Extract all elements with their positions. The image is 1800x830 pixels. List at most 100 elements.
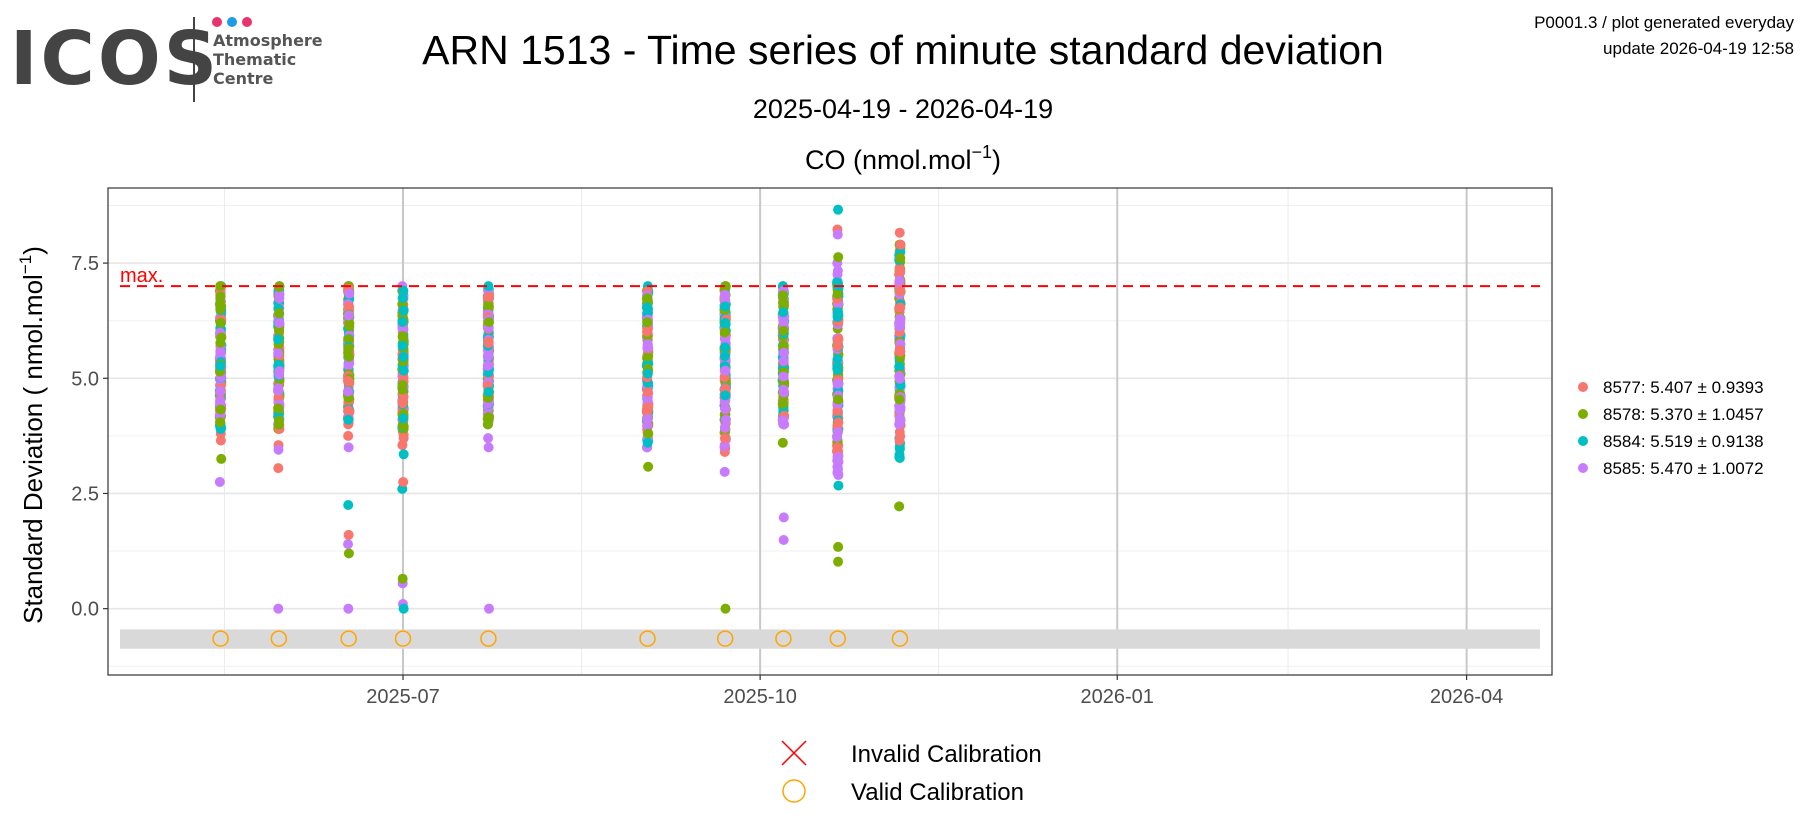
data-point-8578: [215, 297, 226, 308]
data-point-8584: [832, 364, 843, 375]
data-point-8584: [398, 603, 409, 614]
data-point-8584: [397, 340, 408, 351]
y-tick-label: 0.0: [71, 599, 99, 621]
data-point-8578: [833, 394, 844, 405]
data-point-8578: [894, 394, 905, 405]
data-point-8585: [778, 356, 789, 367]
data-point-8577: [215, 435, 226, 446]
data-point-8577: [894, 344, 905, 355]
data-point-8577: [895, 239, 906, 250]
data-point-8578: [343, 343, 354, 354]
data-point-8584: [720, 301, 731, 312]
data-point-8585: [343, 539, 354, 550]
data-point-8584: [273, 334, 284, 345]
logo-sub-1: Atmosphere: [213, 31, 323, 50]
data-point-8584: [642, 303, 653, 314]
data-point-8585: [482, 360, 493, 371]
data-point-8584: [894, 361, 905, 372]
valid-calibration-marker: [340, 630, 357, 647]
data-point-8585: [274, 369, 285, 380]
legend-valid-calibration: Valid Calibration: [851, 779, 1024, 806]
data-point-8585: [483, 351, 494, 362]
data-point-8578: [344, 318, 355, 329]
data-points: [214, 204, 906, 614]
legend-invalid-calibration: Invalid Calibration: [851, 741, 1042, 768]
data-point-8585: [720, 414, 731, 425]
data-point-8578: [397, 384, 408, 395]
data-point-8584: [397, 293, 408, 304]
grid-lines: [108, 188, 1552, 675]
valid-calibration-marker: [270, 630, 288, 647]
y-axis-label: Standard Deviation ( nmol.mol−1): [16, 246, 48, 624]
data-point-8585: [215, 347, 226, 358]
data-point-8577: [832, 341, 843, 352]
data-point-8578: [397, 420, 408, 431]
icos-logo: ICOS Atmosphere Thematic Centre: [10, 16, 323, 102]
data-point-8584: [720, 342, 731, 353]
data-point-8585: [343, 442, 354, 453]
legend-label-8578: 8578: 5.370 ± 1.0457: [1603, 405, 1764, 424]
data-point-8585: [894, 318, 905, 329]
data-point-8577: [483, 336, 494, 347]
data-point-8577: [343, 430, 354, 441]
data-point-8585: [894, 413, 905, 424]
data-point-8585: [778, 384, 789, 395]
data-point-8584: [398, 365, 409, 376]
data-point-8577: [643, 402, 654, 413]
data-point-8585: [642, 339, 653, 350]
data-point-8578: [778, 298, 789, 309]
data-point-8578: [216, 332, 227, 343]
data-point-8584: [720, 390, 731, 401]
chart-title: ARN 1513 - Time series of minute standar…: [422, 27, 1384, 73]
data-point-8584: [215, 360, 226, 371]
valid-calibration-marker: [891, 630, 909, 647]
data-point-8585: [344, 288, 355, 299]
valid-calibration-marker: [394, 630, 412, 647]
data-point-8584: [343, 414, 354, 425]
x-tick-label: 2025-07: [366, 686, 439, 708]
data-point-8578: [894, 501, 905, 512]
data-point-8577: [895, 286, 906, 297]
data-point-8584: [832, 309, 843, 320]
data-point-8585: [777, 415, 788, 426]
legend-label-8585: 8585: 5.470 ± 1.0072: [1603, 459, 1764, 478]
data-point-8578: [777, 437, 788, 448]
data-point-8578: [833, 556, 844, 567]
valid-calibration-marker: [480, 630, 497, 647]
data-point-8584: [398, 413, 409, 424]
valid-calibration-marker: [716, 630, 734, 647]
data-point-8585: [778, 535, 789, 546]
data-point-8578: [215, 281, 226, 292]
data-point-8578: [343, 548, 354, 559]
cross-icon: [781, 740, 807, 766]
data-point-8585: [343, 310, 354, 321]
data-point-8584: [398, 351, 409, 362]
data-point-8585: [832, 427, 843, 438]
data-point-8584: [642, 437, 653, 448]
species-main: CO (nmol.mol: [805, 145, 972, 175]
ylabel-sup: −1: [16, 255, 35, 274]
data-point-8577: [484, 291, 495, 302]
y-tick-label: 7.5: [71, 253, 99, 275]
circle-icon: [782, 779, 806, 803]
species-close: ): [992, 145, 1001, 175]
logo-text: ICOS: [10, 16, 220, 102]
data-point-8585: [274, 293, 285, 304]
data-point-8578: [397, 331, 408, 342]
data-point-8578: [273, 403, 284, 414]
y-tick-label: 2.5: [71, 483, 99, 505]
data-point-8584: [719, 351, 730, 362]
data-point-8578: [484, 317, 495, 328]
data-point-8585: [832, 229, 843, 240]
data-point-8585: [214, 476, 225, 487]
x-tick-label: 2026-04: [1430, 686, 1503, 708]
data-point-8578: [833, 252, 844, 263]
data-point-8585: [719, 422, 730, 433]
data-point-8578: [215, 404, 226, 415]
series-legend: 8577: 5.407 ± 0.9393 8578: 5.370 ± 1.0457…: [1578, 378, 1764, 478]
data-point-8578: [343, 334, 354, 345]
data-point-8584: [832, 354, 843, 365]
data-point-8577: [833, 417, 844, 428]
data-point-8585: [273, 385, 284, 396]
